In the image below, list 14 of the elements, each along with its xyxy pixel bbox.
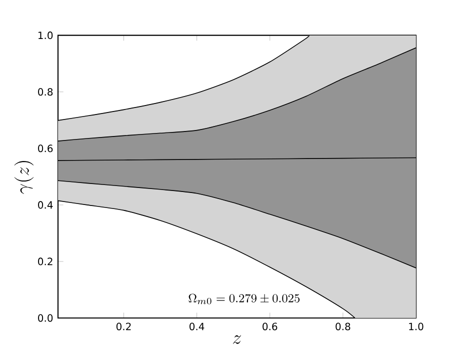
x-tick-label: 0.2: [116, 322, 131, 330]
y-axis-title: $\gamma(z)$: [14, 161, 34, 194]
y-tick-label: 0.4: [38, 201, 53, 209]
y-tick-label: 0.2: [38, 258, 52, 266]
x-tick-label: 0.4: [190, 322, 204, 330]
x-axis-title: $z$: [233, 335, 242, 344]
x-tick-label: 0.6: [262, 322, 278, 330]
y-tick-label: 0.6: [38, 144, 53, 152]
y-tick-label: 1.0: [38, 32, 53, 40]
y-tick-label: 0.0: [38, 314, 53, 322]
x-tick-label: 0.8: [336, 322, 350, 330]
x-tick-label: 1.0: [409, 322, 424, 330]
annotation: $\Omega_{m0}=0.279\pm0.025$: [188, 294, 300, 304]
y-tick-label: 0.8: [38, 88, 53, 96]
